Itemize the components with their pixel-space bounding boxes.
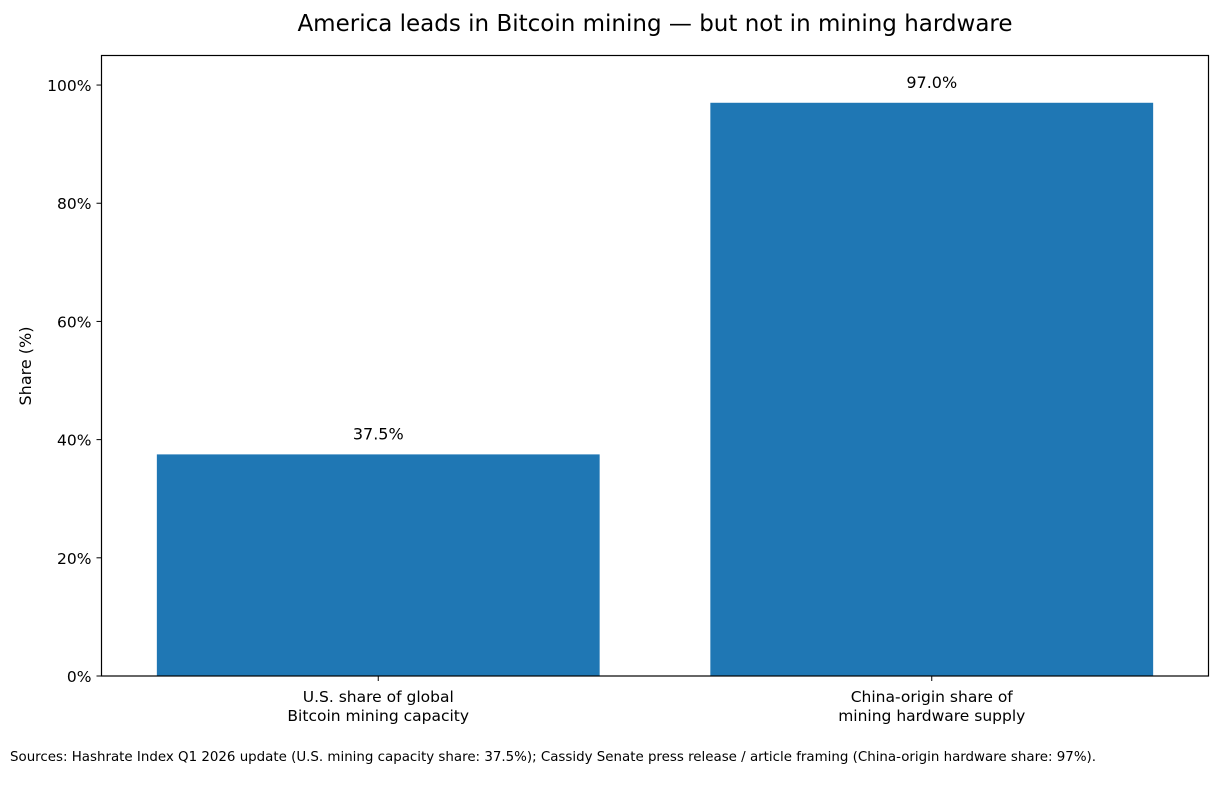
y-tick-label: 0% [67,668,92,686]
chart-title: America leads in Bitcoin mining — but no… [297,11,1012,37]
plot-frame [100,54,1210,677]
y-tick-label: 100% [47,77,91,95]
bar-value-label: 97.0% [906,73,957,92]
x-tick-label: U.S. share of global Bitcoin mining capac… [287,688,469,725]
bar-value-label: 37.5% [353,424,404,443]
bar-chart: America leads in Bitcoin mining — but no… [16,11,1210,725]
y-axis-label: Share (%) [16,327,35,406]
x-tick-label: China-origin share of mining hardware sup… [838,688,1025,725]
y-tick-label: 20% [57,550,91,568]
source-footnote: Sources: Hashrate Index Q1 2026 update (… [10,750,1097,765]
bar [710,102,1154,677]
y-tick-label: 80% [57,195,91,213]
y-tick-label: 60% [57,313,91,331]
y-tick-label: 40% [57,432,91,450]
bar [156,454,600,676]
